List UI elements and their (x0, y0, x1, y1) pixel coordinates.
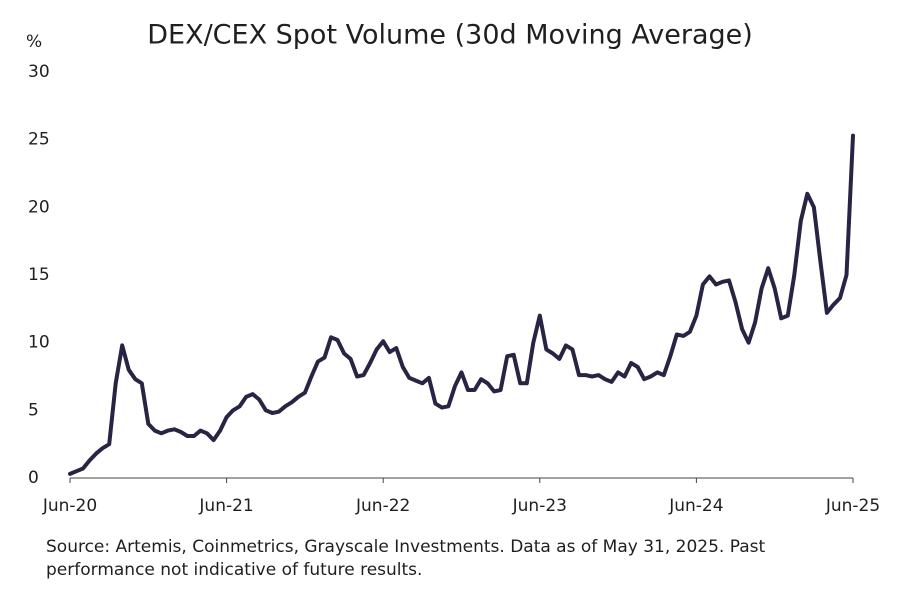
y-tick-label: 5 (28, 400, 39, 420)
y-axis-label: % (26, 32, 42, 52)
source-note: Source: Artemis, Coinmetrics, Grayscale … (46, 537, 766, 580)
x-tick-label: Jun-24 (668, 496, 723, 516)
y-tick-label: 30 (28, 62, 50, 82)
data-line (68, 133, 855, 476)
x-tick-label: Jun-23 (512, 496, 567, 516)
x-tick-label: Jun-22 (355, 496, 410, 516)
y-tick-label: 15 (28, 265, 50, 285)
x-tick-label: Jun-21 (198, 496, 253, 516)
y-tick-label: 10 (28, 333, 50, 353)
y-tick-label: 25 (28, 130, 50, 150)
y-tick-label: 0 (28, 468, 39, 488)
y-tick-label: 20 (28, 197, 50, 217)
chart-title: DEX/CEX Spot Volume (30d Moving Average) (147, 20, 753, 51)
x-tick-label: Jun-20 (42, 496, 97, 516)
x-tick-label: Jun-25 (825, 496, 880, 516)
